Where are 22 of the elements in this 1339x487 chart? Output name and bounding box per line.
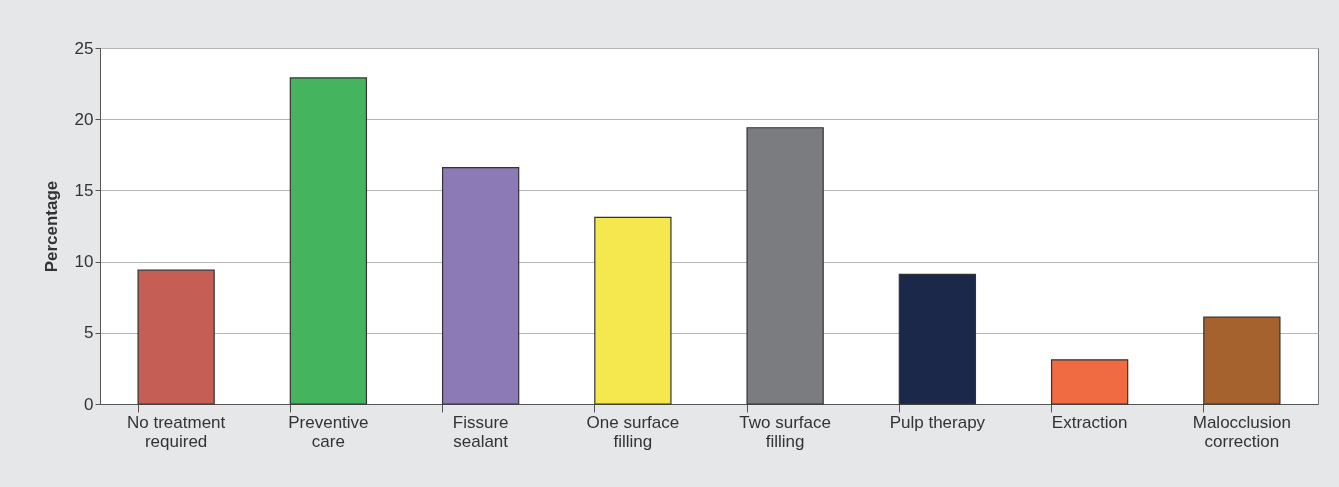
y-tick-label: 10 — [74, 252, 94, 272]
bar — [594, 216, 672, 405]
y-tick-label: 15 — [74, 180, 94, 200]
x-tick-label: Extraction — [1051, 412, 1128, 432]
y-axis-title: Percentage — [41, 180, 61, 273]
bar — [137, 269, 215, 405]
x-tick-label: Fissure sealant — [452, 412, 509, 451]
x-tick-label: One surface filling — [586, 412, 680, 451]
x-tick-label: Preventive care — [288, 412, 369, 451]
bar — [1203, 316, 1281, 405]
x-tick-label: Pulp therapy — [889, 412, 986, 432]
bar — [441, 167, 520, 405]
x-tick-label: No treatment required — [126, 412, 226, 451]
bar — [1050, 359, 1129, 405]
y-tick-label: 20 — [74, 109, 94, 129]
y-tick-label: 0 — [84, 394, 94, 414]
x-tick-label: Two surface filling — [739, 412, 831, 451]
bar — [289, 77, 368, 405]
x-tick-label: Malocclusion correction — [1192, 412, 1292, 451]
bar — [898, 273, 977, 405]
y-tick-label: 5 — [84, 323, 94, 343]
y-tick-label: 25 — [74, 38, 94, 58]
